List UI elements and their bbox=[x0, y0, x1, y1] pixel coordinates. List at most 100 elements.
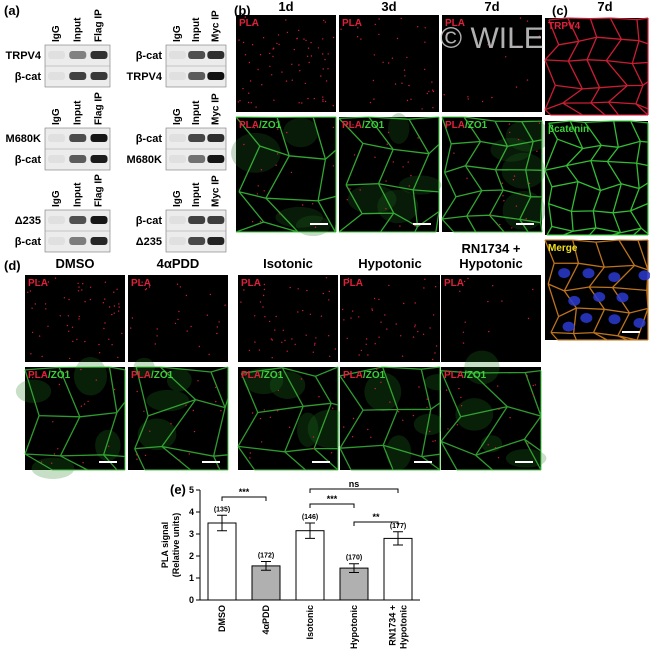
blot-row-label: β-cat bbox=[15, 71, 42, 83]
pla-dot bbox=[322, 53, 324, 55]
pla-dot bbox=[432, 440, 434, 442]
lane-label: Myc IP bbox=[210, 175, 221, 207]
cytoplasm bbox=[269, 371, 306, 399]
band bbox=[188, 51, 206, 59]
pla-dot bbox=[69, 357, 71, 360]
pla-dot bbox=[206, 314, 209, 316]
band bbox=[207, 134, 225, 142]
band bbox=[188, 134, 206, 142]
pla-dot bbox=[53, 453, 56, 455]
pla-dot bbox=[249, 452, 251, 454]
pla-dot bbox=[414, 326, 416, 328]
pla-dot bbox=[254, 341, 256, 343]
pla-dot bbox=[346, 127, 349, 129]
pla-dot bbox=[243, 289, 245, 291]
overlay-label: PLA/ZO1 bbox=[342, 120, 385, 131]
band bbox=[69, 51, 87, 59]
nucleus bbox=[638, 270, 650, 281]
pla-dot bbox=[247, 101, 250, 104]
pla-dot bbox=[360, 38, 362, 40]
pla-dot bbox=[423, 287, 425, 289]
pla-dot bbox=[45, 308, 47, 310]
pla-dot bbox=[443, 94, 445, 96]
pla-dot bbox=[310, 55, 313, 57]
n-label: (172) bbox=[258, 553, 274, 560]
overlay-label: PLA/ZO1 bbox=[241, 370, 284, 381]
pla-dot bbox=[111, 344, 113, 346]
lane-label: Input bbox=[72, 17, 83, 42]
pla-dot bbox=[271, 357, 273, 359]
pla-dot bbox=[408, 84, 410, 87]
pla-dot bbox=[38, 335, 41, 337]
pla-dot bbox=[57, 448, 59, 450]
band bbox=[48, 134, 65, 142]
pla-dot bbox=[357, 27, 359, 29]
pla-dot bbox=[325, 277, 328, 279]
pla-dot bbox=[281, 71, 283, 73]
pla-dot bbox=[296, 37, 298, 40]
overlay-label: PLA bbox=[342, 18, 362, 29]
cell-junctions bbox=[544, 120, 649, 236]
pla-dot bbox=[186, 330, 188, 332]
pla-dot bbox=[136, 458, 138, 460]
pla-dot bbox=[347, 277, 350, 280]
pla-dot bbox=[313, 344, 316, 346]
pla-dot bbox=[170, 423, 172, 425]
pla-dot bbox=[304, 82, 306, 85]
zo1-label: /ZO1 bbox=[363, 370, 386, 381]
pla-dot bbox=[63, 297, 66, 299]
band bbox=[48, 155, 65, 163]
pla-dot bbox=[84, 340, 86, 343]
pla-dot bbox=[497, 385, 499, 387]
pla-dot bbox=[490, 214, 492, 216]
pla-dot bbox=[47, 325, 49, 327]
pla-dot bbox=[113, 291, 115, 293]
blot-row-label: β-cat bbox=[15, 154, 42, 166]
band bbox=[169, 237, 186, 245]
pla-dot bbox=[322, 96, 324, 98]
bar bbox=[383, 537, 413, 601]
pla-dot bbox=[257, 281, 260, 283]
pla-dot bbox=[343, 426, 345, 428]
pla-dot bbox=[220, 410, 222, 412]
band bbox=[90, 72, 108, 80]
pla-dot bbox=[332, 407, 334, 409]
pla-dot bbox=[250, 102, 252, 104]
pla-dot bbox=[414, 324, 416, 326]
pla-dot bbox=[116, 288, 118, 290]
column-label: 1d bbox=[278, 0, 293, 14]
lane-label: Flag IP bbox=[94, 92, 105, 125]
cell-junctions bbox=[24, 366, 126, 471]
pla-dot bbox=[260, 169, 263, 171]
pla-dot bbox=[385, 208, 387, 210]
pla-dot bbox=[386, 143, 388, 145]
pla-dot bbox=[68, 330, 70, 332]
band bbox=[69, 216, 87, 224]
cell-junctions bbox=[338, 116, 440, 233]
pla-dot bbox=[401, 355, 404, 357]
pla-dot bbox=[253, 127, 256, 129]
band bbox=[169, 51, 186, 59]
pla-dot bbox=[313, 447, 315, 450]
pla-dot bbox=[456, 424, 459, 426]
pla-dot bbox=[217, 466, 219, 468]
pla-dot bbox=[72, 340, 74, 343]
row-label: TRPV4 bbox=[548, 21, 581, 32]
pla-dot bbox=[307, 97, 309, 100]
overlay-label: PLA bbox=[444, 278, 464, 289]
x-tick-label: Hypotonic bbox=[399, 605, 409, 649]
pla-dot bbox=[216, 332, 218, 335]
overlay-label: PLA bbox=[445, 18, 465, 29]
pla-dot bbox=[60, 377, 63, 379]
pla-dot bbox=[397, 411, 400, 413]
pla-dot bbox=[244, 16, 246, 18]
pla-dot bbox=[446, 32, 448, 34]
cell-junctions bbox=[544, 239, 649, 341]
pla-dot bbox=[149, 430, 151, 432]
pla-dot bbox=[421, 108, 423, 110]
pla-dot bbox=[264, 316, 266, 318]
pla-dot bbox=[41, 355, 43, 358]
pla-dot bbox=[102, 302, 105, 304]
pla-dot bbox=[263, 288, 266, 291]
pla-dot bbox=[320, 75, 322, 77]
